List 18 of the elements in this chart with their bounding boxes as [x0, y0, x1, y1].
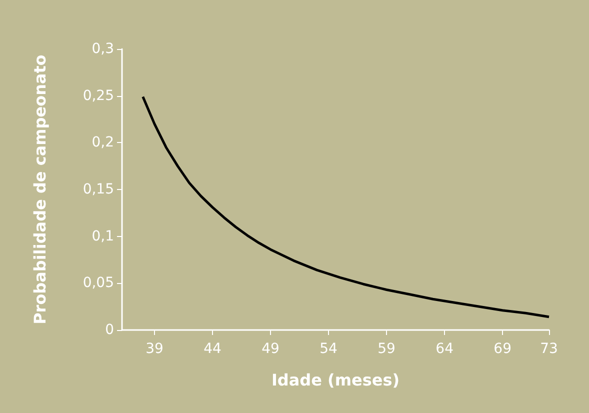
x-tick-label: 54 — [320, 341, 338, 357]
y-tick-label: 0,3 — [92, 41, 114, 57]
y-tick-label: 0,05 — [82, 275, 114, 292]
y-axis-title: Probabilidade de campeonato — [30, 54, 50, 324]
x-axis-title: Idade (meses) — [271, 370, 400, 390]
x-tick-label: 73 — [540, 341, 558, 357]
line-series — [142, 96, 550, 318]
y-tick-label: 0 — [105, 322, 114, 338]
x-tick-label: 64 — [436, 341, 454, 357]
x-tick-label: 69 — [494, 341, 512, 357]
x-tick-label: 39 — [146, 341, 164, 357]
y-tick-label: 0,15 — [82, 182, 114, 198]
y-tick-label: 0,2 — [92, 134, 114, 151]
x-tick-label: 59 — [378, 341, 396, 357]
y-tick-label: 0,25 — [82, 88, 114, 104]
x-tick-label: 49 — [262, 341, 280, 357]
y-tick-label: 0,1 — [92, 228, 114, 244]
x-tick-label: 44 — [204, 341, 222, 357]
